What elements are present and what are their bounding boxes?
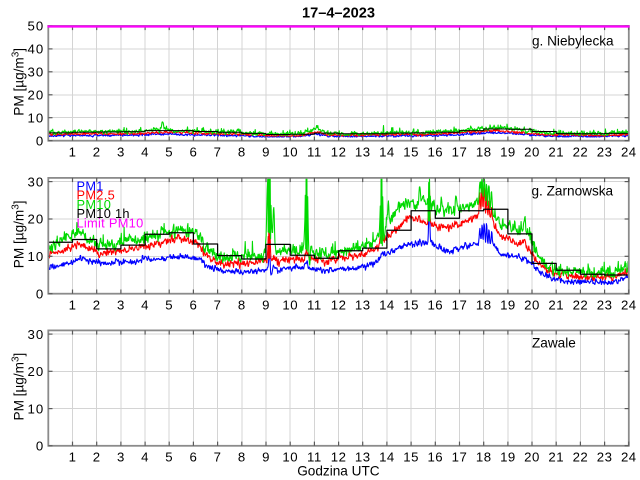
svg-text:22: 22 — [573, 298, 589, 313]
svg-text:18: 18 — [476, 298, 492, 313]
svg-text:23: 23 — [597, 450, 613, 465]
svg-text:6: 6 — [189, 145, 197, 160]
svg-text:20: 20 — [28, 88, 45, 103]
svg-text:4: 4 — [141, 298, 149, 313]
svg-text:10: 10 — [28, 249, 45, 264]
svg-text:11: 11 — [307, 298, 322, 313]
svg-text:30: 30 — [28, 174, 45, 189]
svg-text:8: 8 — [238, 145, 246, 160]
svg-text:24: 24 — [621, 145, 637, 160]
svg-text:4: 4 — [141, 145, 149, 160]
svg-text:23: 23 — [597, 298, 613, 313]
svg-text:g. Niebylecka: g. Niebylecka — [532, 34, 614, 49]
svg-text:PM [µg/m3]: PM [µg/m3] — [11, 48, 27, 116]
svg-text:17–4–2023: 17–4–2023 — [302, 6, 375, 22]
svg-text:22: 22 — [573, 145, 589, 160]
svg-text:11: 11 — [307, 145, 322, 160]
svg-text:0: 0 — [36, 286, 44, 301]
svg-text:14: 14 — [379, 298, 395, 313]
svg-text:12: 12 — [331, 450, 347, 465]
svg-text:21: 21 — [548, 145, 564, 160]
svg-text:19: 19 — [500, 145, 516, 160]
svg-text:20: 20 — [28, 364, 45, 379]
svg-text:g. Zarnowska: g. Zarnowska — [532, 184, 614, 199]
svg-text:5: 5 — [165, 450, 173, 465]
svg-text:10: 10 — [282, 298, 298, 313]
svg-text:Godzina UTC: Godzina UTC — [297, 464, 380, 479]
svg-text:PM2.5: PM2.5 — [77, 188, 116, 203]
svg-text:0: 0 — [36, 133, 44, 148]
svg-text:8: 8 — [238, 450, 246, 465]
svg-text:15: 15 — [403, 450, 419, 465]
svg-text:5: 5 — [165, 145, 173, 160]
svg-text:22: 22 — [573, 450, 589, 465]
svg-text:17: 17 — [452, 298, 468, 313]
svg-text:11: 11 — [307, 450, 322, 465]
svg-text:24: 24 — [621, 450, 637, 465]
svg-text:2: 2 — [93, 450, 101, 465]
svg-text:17: 17 — [452, 145, 468, 160]
svg-text:3: 3 — [117, 298, 125, 313]
svg-text:PM1: PM1 — [77, 179, 104, 194]
svg-text:14: 14 — [379, 145, 395, 160]
svg-text:12: 12 — [331, 298, 347, 313]
svg-text:2: 2 — [93, 298, 101, 313]
svg-text:7: 7 — [214, 298, 222, 313]
svg-text:16: 16 — [427, 450, 443, 465]
svg-text:PM [µg/m3]: PM [µg/m3] — [11, 353, 27, 421]
svg-text:7: 7 — [214, 450, 222, 465]
svg-text:PM [µg/m3]: PM [µg/m3] — [11, 200, 27, 268]
svg-text:PM10 1h: PM10 1h — [77, 206, 130, 221]
svg-text:17: 17 — [452, 450, 468, 465]
svg-text:13: 13 — [355, 450, 371, 465]
svg-text:2: 2 — [93, 145, 101, 160]
svg-text:13: 13 — [355, 298, 371, 313]
svg-text:30: 30 — [28, 65, 45, 80]
svg-text:21: 21 — [548, 450, 564, 465]
svg-text:13: 13 — [355, 145, 371, 160]
svg-text:21: 21 — [548, 298, 564, 313]
svg-text:10: 10 — [28, 110, 45, 125]
svg-text:23: 23 — [597, 145, 613, 160]
svg-text:9: 9 — [262, 298, 270, 313]
svg-text:19: 19 — [500, 450, 516, 465]
svg-text:12: 12 — [331, 145, 347, 160]
svg-text:10: 10 — [282, 450, 298, 465]
svg-text:6: 6 — [189, 298, 197, 313]
svg-text:10: 10 — [282, 145, 298, 160]
svg-text:8: 8 — [238, 298, 246, 313]
svg-text:24: 24 — [621, 298, 637, 313]
svg-text:1: 1 — [69, 298, 77, 313]
svg-text:PM10: PM10 — [77, 197, 112, 212]
svg-text:40: 40 — [28, 42, 45, 57]
svg-text:9: 9 — [262, 145, 270, 160]
svg-text:Limit PM10: Limit PM10 — [77, 215, 144, 230]
svg-text:0: 0 — [36, 439, 44, 454]
svg-text:30: 30 — [28, 327, 45, 342]
svg-text:6: 6 — [189, 450, 197, 465]
svg-text:1: 1 — [69, 145, 77, 160]
svg-text:18: 18 — [476, 450, 492, 465]
svg-text:20: 20 — [524, 298, 540, 313]
svg-text:16: 16 — [427, 145, 443, 160]
svg-text:9: 9 — [262, 450, 270, 465]
svg-text:Zawale: Zawale — [532, 336, 576, 351]
svg-text:18: 18 — [476, 145, 492, 160]
svg-text:16: 16 — [427, 298, 443, 313]
svg-text:4: 4 — [141, 450, 149, 465]
svg-text:20: 20 — [28, 212, 45, 227]
svg-text:14: 14 — [379, 450, 395, 465]
svg-text:15: 15 — [403, 145, 419, 160]
svg-text:50: 50 — [28, 19, 45, 34]
svg-text:15: 15 — [403, 298, 419, 313]
svg-text:3: 3 — [117, 450, 125, 465]
svg-text:20: 20 — [524, 145, 540, 160]
svg-text:1: 1 — [69, 450, 77, 465]
svg-text:5: 5 — [165, 298, 173, 313]
svg-text:20: 20 — [524, 450, 540, 465]
svg-text:7: 7 — [214, 145, 222, 160]
svg-text:10: 10 — [28, 401, 45, 416]
svg-text:3: 3 — [117, 145, 125, 160]
svg-text:19: 19 — [500, 298, 516, 313]
